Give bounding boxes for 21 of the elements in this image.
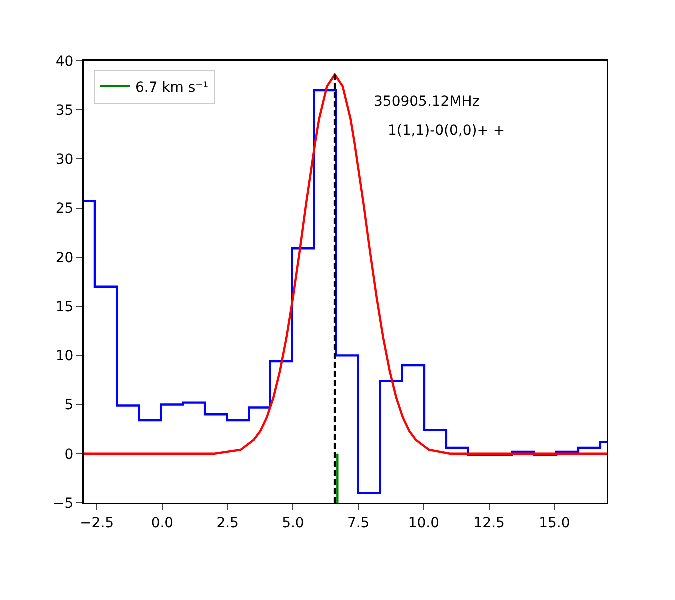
y-tick-label: 5: [64, 398, 74, 414]
x-tick-label: 10.0: [408, 515, 440, 532]
y-tick-label: 20: [56, 250, 74, 266]
x-tick-label: 5.0: [282, 515, 304, 532]
y-tick-label: 35: [56, 103, 74, 120]
y-tick-label: 40: [56, 54, 74, 70]
y-tick-label: 10: [56, 348, 74, 365]
annotation: 1(1,1)-0(0,0)+ +: [388, 123, 506, 139]
x-tick-label: 12.5: [474, 515, 505, 532]
x-tick-label: 7.5: [347, 515, 370, 532]
y-tick-label: 15: [56, 299, 74, 316]
y-tick-label: −5: [53, 496, 74, 512]
y-tick-label: 25: [56, 201, 74, 218]
x-tick-label: 15.0: [539, 515, 570, 532]
y-tick-label: 0: [64, 446, 74, 463]
x-tick-label: 0.0: [151, 515, 174, 532]
annotation: 350905.12MHz: [374, 94, 480, 110]
x-tick-label: −2.5: [80, 515, 114, 532]
legend-label: 6.7 km s⁻¹: [135, 80, 209, 96]
y-tick-label: 30: [56, 152, 74, 168]
x-tick-label: 2.5: [216, 515, 239, 532]
